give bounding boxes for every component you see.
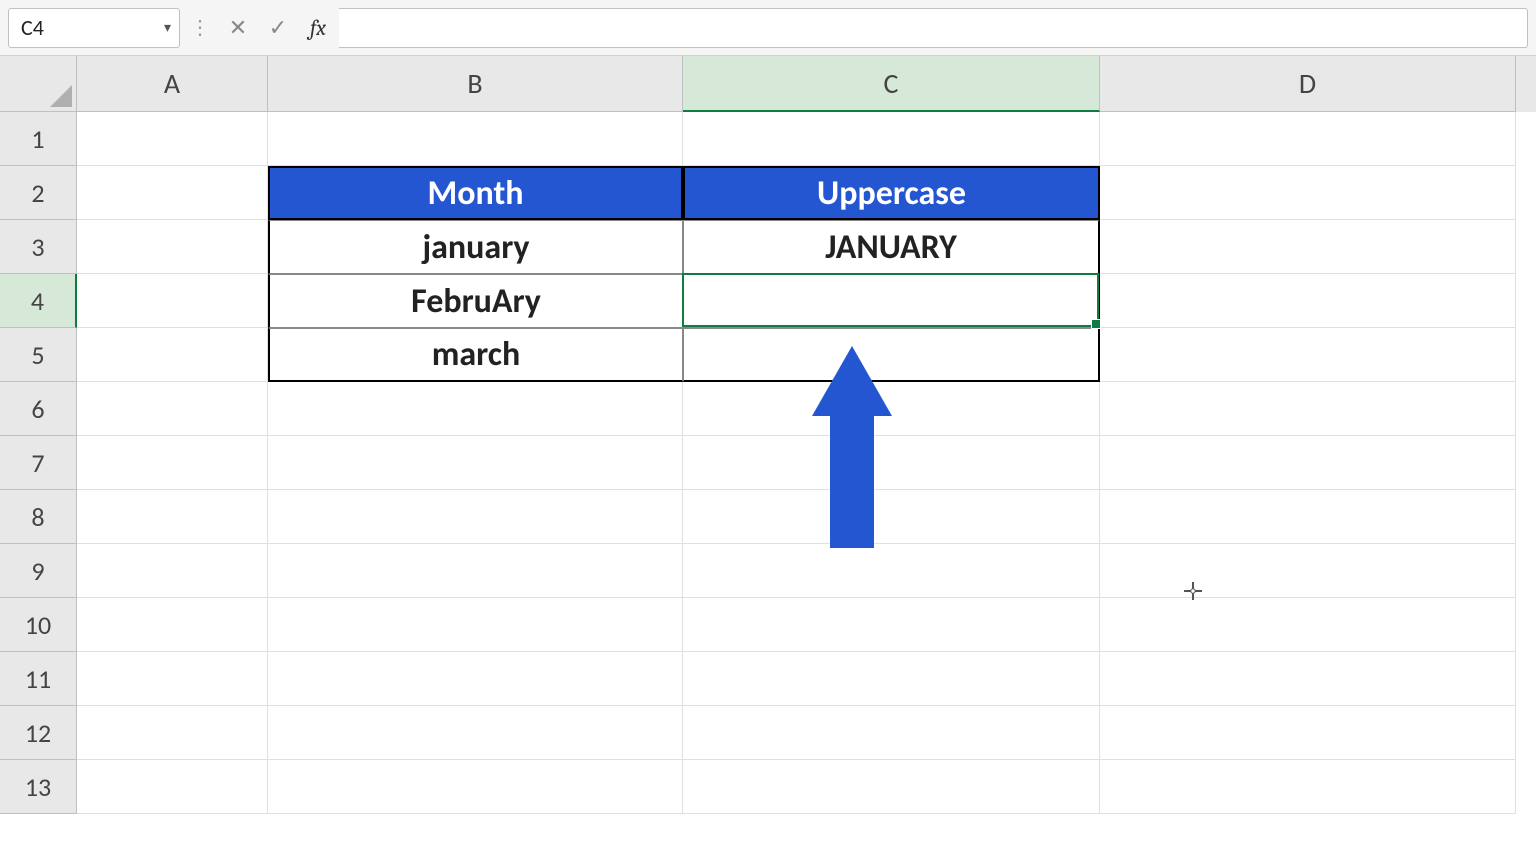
up-arrow-annotation xyxy=(812,346,892,553)
spreadsheet-grid: ABCD 12 MonthUppercase 3 januaryJANUARY 4 Feb… xyxy=(0,56,1536,864)
cell-C12[interactable] xyxy=(683,706,1100,760)
cell-A4[interactable] xyxy=(77,274,268,328)
name-box[interactable]: C4 ▾ xyxy=(8,8,180,48)
row-8: 8 xyxy=(0,490,1536,544)
cell-D11[interactable] xyxy=(1100,652,1516,706)
column-headers: ABCD xyxy=(0,56,1536,112)
row-header-9[interactable]: 9 xyxy=(0,544,77,598)
cell-B10[interactable] xyxy=(268,598,683,652)
cell-B9[interactable] xyxy=(268,544,683,598)
cell-B2[interactable]: Month xyxy=(268,166,683,220)
cell-A5[interactable] xyxy=(77,328,268,382)
row-header-4[interactable]: 4 xyxy=(0,274,77,328)
column-header-D[interactable]: D xyxy=(1100,56,1516,112)
row-header-12[interactable]: 12 xyxy=(0,706,77,760)
select-all-corner[interactable] xyxy=(0,56,77,112)
column-header-B[interactable]: B xyxy=(268,56,683,112)
row-10: 10 xyxy=(0,598,1536,652)
cancel-icon[interactable]: ✕ xyxy=(220,10,256,46)
cell-D13[interactable] xyxy=(1100,760,1516,814)
row-3: 3 januaryJANUARY xyxy=(0,220,1536,274)
chevron-down-icon: ▾ xyxy=(164,19,171,36)
cell-C1[interactable] xyxy=(683,112,1100,166)
column-header-C[interactable]: C xyxy=(683,56,1100,112)
row-header-3[interactable]: 3 xyxy=(0,220,77,274)
row-4: 4 FebruAry xyxy=(0,274,1536,328)
cell-A9[interactable] xyxy=(77,544,268,598)
cell-D12[interactable] xyxy=(1100,706,1516,760)
cell-D2[interactable] xyxy=(1100,166,1516,220)
fx-icon[interactable]: fx xyxy=(300,10,336,46)
cell-A2[interactable] xyxy=(77,166,268,220)
cell-C13[interactable] xyxy=(683,760,1100,814)
cell-D7[interactable] xyxy=(1100,436,1516,490)
cell-C4[interactable] xyxy=(683,274,1100,328)
row-5: 5 march xyxy=(0,328,1536,382)
cell-B4[interactable]: FebruAry xyxy=(268,274,683,328)
row-1: 1 xyxy=(0,112,1536,166)
cell-A7[interactable] xyxy=(77,436,268,490)
row-header-10[interactable]: 10 xyxy=(0,598,77,652)
row-12: 12 xyxy=(0,706,1536,760)
cell-A10[interactable] xyxy=(77,598,268,652)
row-header-1[interactable]: 1 xyxy=(0,112,77,166)
formula-bar: C4 ▾ ⋮ ✕ ✓ fx xyxy=(0,0,1536,56)
row-13: 13 xyxy=(0,760,1536,814)
cell-A6[interactable] xyxy=(77,382,268,436)
row-9: 9 xyxy=(0,544,1536,598)
cell-A1[interactable] xyxy=(77,112,268,166)
cell-D10[interactable] xyxy=(1100,598,1516,652)
cell-B13[interactable] xyxy=(268,760,683,814)
row-2: 2 MonthUppercase xyxy=(0,166,1536,220)
row-header-13[interactable]: 13 xyxy=(0,760,77,814)
cell-A13[interactable] xyxy=(77,760,268,814)
cell-C2[interactable]: Uppercase xyxy=(683,166,1100,220)
cell-B5[interactable]: march xyxy=(268,328,683,382)
cell-B7[interactable] xyxy=(268,436,683,490)
cell-C11[interactable] xyxy=(683,652,1100,706)
cell-C3[interactable]: JANUARY xyxy=(683,220,1100,274)
cell-cursor-icon xyxy=(1184,582,1202,605)
row-header-11[interactable]: 11 xyxy=(0,652,77,706)
name-box-value: C4 xyxy=(21,14,44,41)
row-11: 11 xyxy=(0,652,1536,706)
cell-A12[interactable] xyxy=(77,706,268,760)
row-header-8[interactable]: 8 xyxy=(0,490,77,544)
cell-B1[interactable] xyxy=(268,112,683,166)
cell-D5[interactable] xyxy=(1100,328,1516,382)
cell-A11[interactable] xyxy=(77,652,268,706)
row-7: 7 xyxy=(0,436,1536,490)
row-6: 6 xyxy=(0,382,1536,436)
cell-D6[interactable] xyxy=(1100,382,1516,436)
cell-D3[interactable] xyxy=(1100,220,1516,274)
cell-B12[interactable] xyxy=(268,706,683,760)
cell-B6[interactable] xyxy=(268,382,683,436)
cell-D8[interactable] xyxy=(1100,490,1516,544)
cell-D9[interactable] xyxy=(1100,544,1516,598)
formula-input[interactable] xyxy=(339,8,1528,48)
row-header-7[interactable]: 7 xyxy=(0,436,77,490)
cell-A8[interactable] xyxy=(77,490,268,544)
row-header-6[interactable]: 6 xyxy=(0,382,77,436)
row-header-5[interactable]: 5 xyxy=(0,328,77,382)
rows-container: 12 MonthUppercase 3 januaryJANUARY 4 FebruAry… xyxy=(0,112,1536,864)
confirm-icon[interactable]: ✓ xyxy=(260,10,296,46)
row-header-2[interactable]: 2 xyxy=(0,166,77,220)
cell-B3[interactable]: january xyxy=(268,220,683,274)
divider-icon: ⋮ xyxy=(184,15,216,40)
cell-D1[interactable] xyxy=(1100,112,1516,166)
cell-D4[interactable] xyxy=(1100,274,1516,328)
column-header-A[interactable]: A xyxy=(77,56,268,112)
cell-B11[interactable] xyxy=(268,652,683,706)
cell-A3[interactable] xyxy=(77,220,268,274)
cell-B8[interactable] xyxy=(268,490,683,544)
cell-C10[interactable] xyxy=(683,598,1100,652)
